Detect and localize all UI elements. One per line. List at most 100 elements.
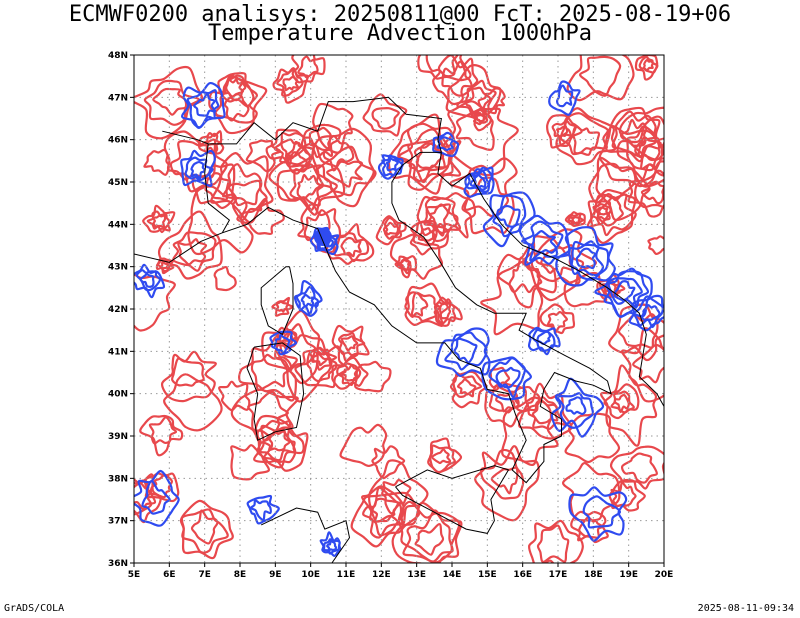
positive-contour (527, 519, 584, 563)
positive-contour (620, 452, 658, 484)
lon-tick-label: 11E (337, 570, 356, 580)
positive-contour (148, 416, 178, 445)
positive-contour (451, 370, 488, 409)
positive-contour (611, 110, 657, 158)
negative-contour (641, 304, 661, 321)
negative-contour (295, 285, 320, 316)
positive-contour (254, 414, 305, 469)
positive-contour (449, 372, 483, 398)
positive-contour (410, 291, 441, 323)
positive-contour (210, 152, 274, 224)
lon-tick-label: 7E (198, 570, 210, 580)
lat-tick-label: 44N (108, 220, 128, 230)
lon-tick-label: 9E (269, 570, 281, 580)
positive-contour (384, 221, 400, 236)
lat-tick-label: 42N (108, 305, 128, 315)
negative-contour (568, 486, 628, 542)
positive-contour (579, 55, 622, 97)
negative-contour (495, 366, 521, 389)
latitude-ticks: 36N 37N 38N 39N 40N 41N 42N 43N 44N 45N 46N 47N 48N (108, 51, 134, 569)
positive-contour (566, 55, 635, 102)
positive-contour (289, 163, 325, 207)
positive-contour (431, 448, 452, 465)
negative-contour (556, 392, 595, 429)
positive-contour (531, 400, 559, 425)
positive-contour (508, 256, 543, 294)
lon-tick-label: 14E (443, 570, 462, 580)
positive-contour (404, 282, 449, 327)
positive-contour (152, 213, 167, 229)
positive-contour (415, 142, 445, 170)
positive-contour (647, 235, 664, 256)
positive-contour (143, 148, 171, 176)
positive-contour (455, 108, 495, 151)
positive-contour (171, 357, 205, 387)
positive-contour (245, 139, 282, 173)
negative-contour (530, 230, 557, 254)
lon-tick-label: 12E (372, 570, 391, 580)
negative-contour (385, 157, 399, 172)
positive-contour (274, 334, 333, 403)
positive-contour (617, 313, 659, 349)
positive-contour (191, 163, 236, 210)
france-italy-border (204, 143, 231, 234)
negative-contour (293, 280, 323, 317)
positive-contour (598, 125, 664, 188)
corsica-coastline (260, 266, 294, 336)
positive-contour (382, 216, 403, 240)
positive-contour (600, 364, 658, 447)
positive-contour (309, 346, 338, 371)
negative-contour (273, 333, 291, 354)
lat-tick-label: 48N (108, 51, 128, 61)
positive-contour (404, 291, 429, 318)
negative-contour (575, 247, 597, 270)
positive-contour (425, 55, 460, 78)
negative-contour (607, 277, 643, 309)
positive-contour (414, 523, 445, 556)
positive-contour (134, 479, 157, 511)
lon-tick-label: 18E (584, 570, 603, 580)
positive-contour (546, 310, 569, 334)
negative-contour (139, 272, 155, 288)
alpine-border (162, 96, 442, 153)
positive-contour (218, 380, 251, 412)
positive-contour (536, 524, 570, 563)
negative-contour (555, 226, 616, 287)
positive-contour (545, 114, 583, 149)
positive-contour (591, 200, 613, 226)
positive-contour (362, 93, 408, 137)
positive-contour (638, 55, 659, 74)
positive-contour (375, 215, 407, 246)
lon-tick-label: 5E (128, 570, 140, 580)
positive-contour (474, 445, 540, 522)
lat-tick-label: 37N (108, 517, 128, 527)
contour-layer (134, 55, 664, 563)
positive-contour (572, 125, 601, 155)
negative-contour (488, 357, 527, 399)
lon-tick-label: 10E (301, 570, 320, 580)
negative-contour (322, 538, 341, 555)
positive-contour (297, 55, 319, 79)
positive-contour (371, 497, 401, 523)
positive-contour (442, 100, 519, 177)
positive-contour (389, 233, 444, 280)
negative-contour (633, 295, 664, 329)
positive-contour (340, 236, 362, 258)
negative-contour (570, 240, 605, 277)
positive-contour (510, 385, 541, 413)
lon-tick-label: 17E (549, 570, 568, 580)
lat-tick-label: 41N (108, 347, 128, 357)
positive-contour (202, 132, 223, 154)
lat-tick-label: 45N (108, 178, 128, 188)
positive-contour (297, 203, 342, 254)
grid-layer (134, 55, 664, 563)
positive-contour (276, 67, 304, 97)
positive-contour (477, 87, 506, 115)
positive-contour (539, 303, 576, 335)
negative-contour (582, 495, 621, 529)
positive-contour (142, 204, 176, 233)
tunisia-coastline (260, 507, 351, 563)
footer-credit: GrADS/COLA (4, 603, 65, 614)
negative-contour (141, 479, 171, 515)
